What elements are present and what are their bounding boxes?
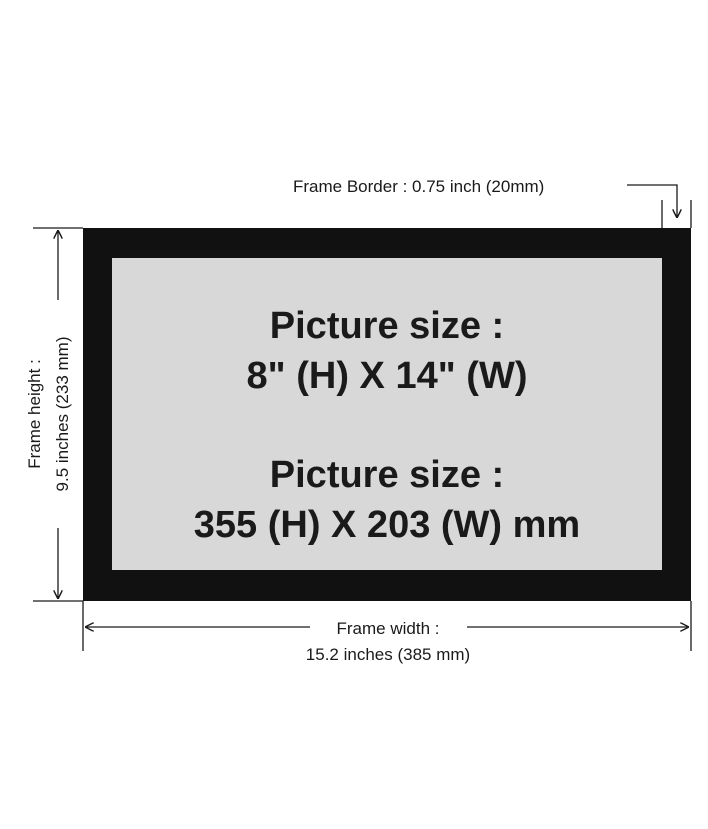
frame-border-leader	[627, 184, 677, 218]
picture-size-inches: 8" (H) X 14" (W)	[247, 355, 528, 397]
frame-border-label: Frame Border : 0.75 inch (20mm)	[293, 177, 544, 196]
picture-area	[112, 258, 662, 570]
picture-size-heading-1: Picture size :	[270, 305, 504, 347]
frame-width-label-1: Frame width :	[337, 619, 440, 638]
frame-height-label-2: 9.5 inches (233 mm)	[53, 337, 72, 492]
picture-size-heading-2: Picture size :	[270, 454, 504, 496]
frame-height-label-1: Frame height :	[25, 359, 44, 469]
frame-width-label-2: 15.2 inches (385 mm)	[306, 645, 470, 664]
picture-size-mm: 355 (H) X 203 (W) mm	[194, 504, 580, 546]
